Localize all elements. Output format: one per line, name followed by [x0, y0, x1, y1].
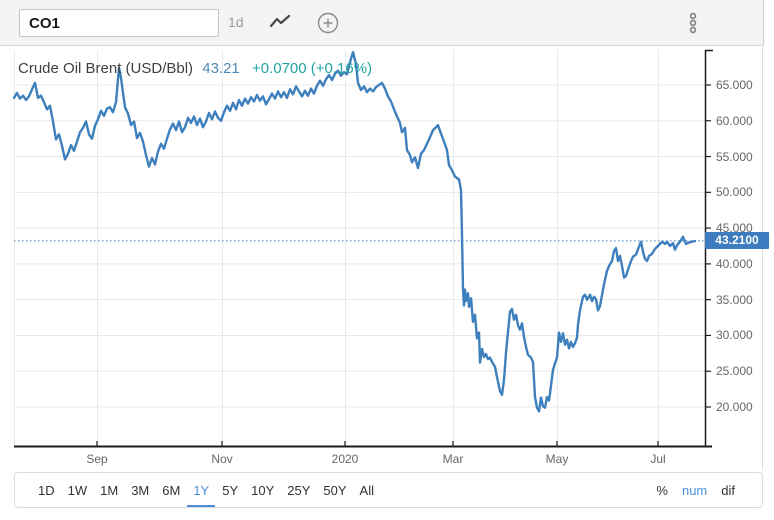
range-button-6m[interactable]: 6M: [162, 482, 181, 498]
mode-button-percent[interactable]: %: [656, 482, 668, 498]
price-change: +0.0700 (+0.16%): [251, 60, 373, 77]
y-axis-label: 45.000: [716, 221, 753, 236]
range-button-3m[interactable]: 3M: [131, 482, 150, 498]
range-button-5y[interactable]: 5Y: [222, 482, 239, 498]
y-axis-label: 35.000: [716, 292, 753, 307]
panel-right-border: [762, 46, 763, 470]
chart-header: Crude Oil Brent (USD/Bbl) 43.21 +0.0700 …: [18, 60, 372, 77]
range-toolbar: 1D 1W 1M 3M 6M 1Y 5Y 10Y 25Y 50Y All % num dif: [14, 472, 763, 508]
current-price-badge: 43.2100: [705, 232, 769, 250]
range-button-25y[interactable]: 25Y: [287, 482, 311, 498]
y-axis-label: 60.000: [716, 113, 753, 128]
range-button-1y[interactable]: 1Y: [187, 473, 216, 507]
x-axis-label: Mar: [442, 452, 464, 466]
range-button-1m[interactable]: 1M: [100, 482, 119, 498]
y-axis-label: 20.000: [716, 400, 753, 414]
instrument-title: Crude Oil Brent (USD/Bbl): [18, 60, 194, 77]
range-button-10y[interactable]: 10Y: [251, 482, 275, 498]
x-axis-label: Nov: [211, 452, 233, 466]
y-axis-label: 30.000: [716, 328, 753, 343]
mode-button-num[interactable]: num: [681, 482, 708, 498]
range-button-1d[interactable]: 1D: [38, 482, 55, 498]
y-axis-label: 65.000: [716, 78, 753, 92]
range-button-all[interactable]: All: [359, 482, 374, 498]
y-axis-label: 25.000: [716, 364, 753, 379]
x-axis-label: 2020: [331, 452, 359, 466]
interval-label[interactable]: 1d: [228, 14, 244, 30]
y-axis-label: 50.000: [716, 185, 753, 200]
x-axis-label: May: [545, 452, 569, 466]
range-button-50y[interactable]: 50Y: [323, 482, 347, 498]
mode-button-dif[interactable]: dif: [721, 482, 735, 498]
kebab-menu-icon[interactable]: [682, 9, 704, 39]
last-price: 43.21: [202, 60, 240, 77]
range-buttons: 1D 1W 1M 3M 6M 1Y 5Y 10Y 25Y 50Y All: [33, 473, 382, 507]
top-toolbar: 1d: [0, 0, 764, 46]
x-axis-label: Jul: [650, 452, 666, 466]
range-button-1w[interactable]: 1W: [67, 482, 88, 498]
price-series-line: [12, 50, 697, 413]
x-axis-label: Sep: [86, 452, 108, 466]
symbol-input[interactable]: [19, 9, 219, 37]
plus-circle-icon[interactable]: [316, 11, 340, 35]
display-mode-buttons: % num dif: [649, 473, 742, 507]
line-chart-icon[interactable]: [268, 11, 292, 35]
y-axis-label: 40.000: [716, 256, 753, 271]
y-axis-label: 55.000: [716, 149, 753, 164]
